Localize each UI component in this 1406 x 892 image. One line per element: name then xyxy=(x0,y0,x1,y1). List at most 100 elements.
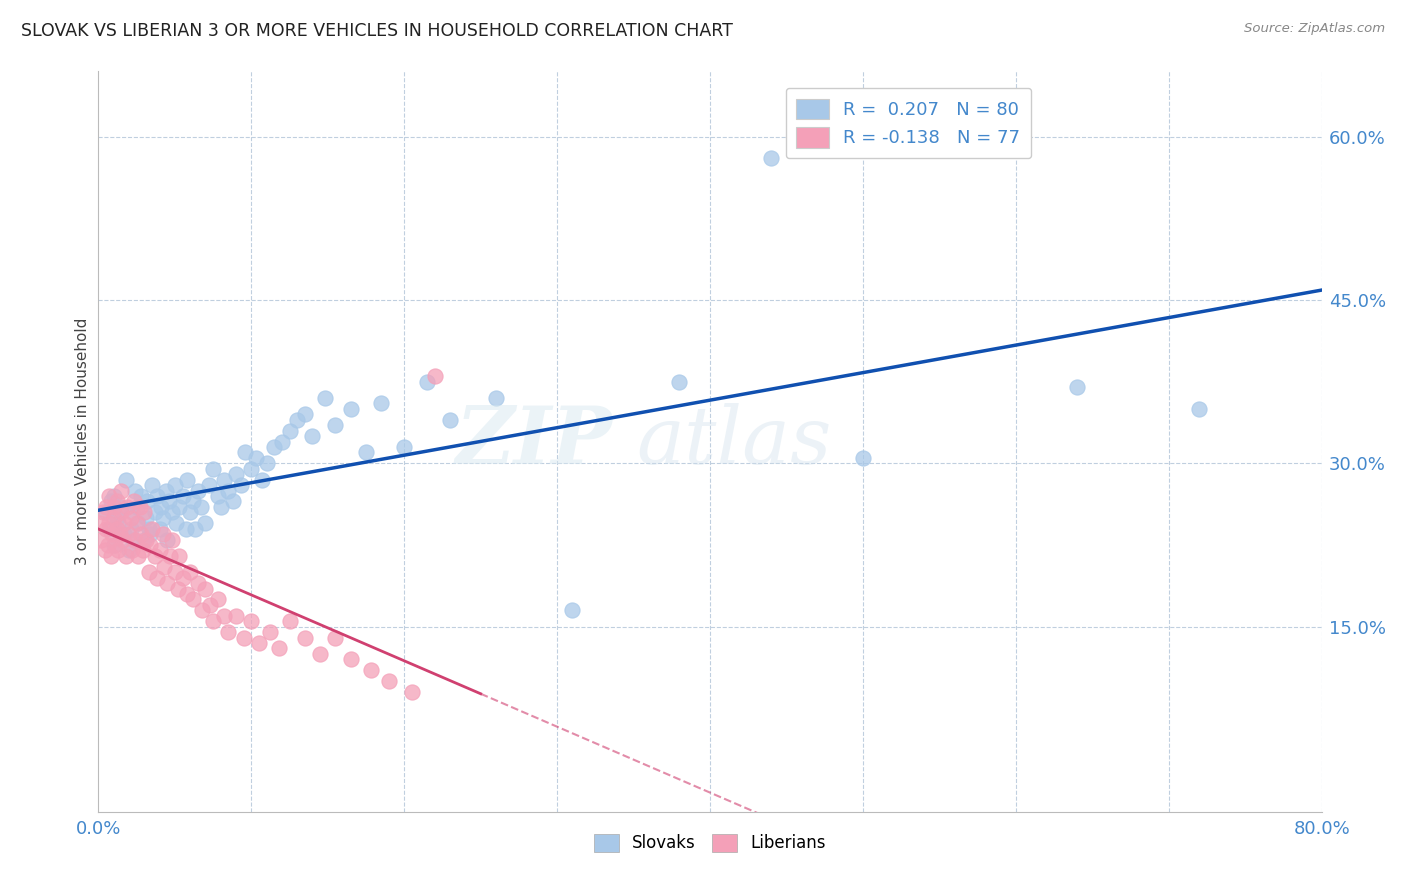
Point xyxy=(94,505,117,519)
Point xyxy=(125,516,148,531)
Point xyxy=(370,396,392,410)
Point xyxy=(423,369,446,384)
Point xyxy=(285,413,308,427)
Point xyxy=(172,489,194,503)
Point xyxy=(339,401,361,416)
Point xyxy=(98,516,121,531)
Point xyxy=(190,500,212,514)
Point xyxy=(360,663,382,677)
Point xyxy=(100,494,122,508)
Point xyxy=(125,500,148,514)
Point xyxy=(172,571,194,585)
Point xyxy=(120,510,142,524)
Point xyxy=(184,522,207,536)
Point xyxy=(217,625,239,640)
Point xyxy=(153,559,176,574)
Point xyxy=(138,522,160,536)
Text: ZIP: ZIP xyxy=(456,403,612,480)
Point xyxy=(134,505,156,519)
Point xyxy=(156,533,179,547)
Text: atlas: atlas xyxy=(637,403,832,480)
Point xyxy=(240,462,263,476)
Point xyxy=(160,505,183,519)
Point xyxy=(105,494,128,508)
Point xyxy=(212,473,235,487)
Point xyxy=(169,500,191,514)
Point xyxy=(278,614,301,628)
Point xyxy=(150,500,173,514)
Point xyxy=(94,500,117,514)
Point xyxy=(278,424,301,438)
Point xyxy=(129,489,152,503)
Point xyxy=(247,636,270,650)
Point xyxy=(1066,380,1088,394)
Point xyxy=(225,608,247,623)
Point xyxy=(135,510,157,524)
Point xyxy=(134,533,156,547)
Point xyxy=(107,543,129,558)
Point xyxy=(141,478,163,492)
Point xyxy=(104,538,127,552)
Point xyxy=(117,500,139,514)
Point xyxy=(141,522,163,536)
Point xyxy=(163,565,186,579)
Point xyxy=(314,391,336,405)
Point xyxy=(101,527,124,541)
Legend: Slovaks, Liberians: Slovaks, Liberians xyxy=(588,827,832,859)
Point xyxy=(301,429,323,443)
Point xyxy=(90,533,112,547)
Point xyxy=(217,483,239,498)
Point xyxy=(157,494,180,508)
Point xyxy=(181,592,204,607)
Point xyxy=(245,450,267,465)
Point xyxy=(212,608,235,623)
Point xyxy=(121,543,143,558)
Point xyxy=(124,483,146,498)
Point xyxy=(187,483,209,498)
Point xyxy=(198,598,221,612)
Point xyxy=(132,543,155,558)
Point xyxy=(187,576,209,591)
Point xyxy=(179,505,201,519)
Point xyxy=(668,375,690,389)
Point xyxy=(110,505,132,519)
Point xyxy=(176,587,198,601)
Point xyxy=(229,478,252,492)
Point xyxy=(127,549,149,563)
Point xyxy=(145,571,167,585)
Point xyxy=(127,516,149,531)
Point xyxy=(149,543,172,558)
Point xyxy=(138,565,160,579)
Point xyxy=(121,505,143,519)
Point xyxy=(759,152,782,166)
Point xyxy=(156,576,179,591)
Point xyxy=(115,549,138,563)
Point xyxy=(110,500,132,514)
Point xyxy=(120,522,142,536)
Point xyxy=(167,582,190,596)
Point xyxy=(112,516,135,531)
Point xyxy=(122,494,145,508)
Point xyxy=(118,543,141,558)
Point xyxy=(139,527,162,541)
Point xyxy=(107,516,129,531)
Point xyxy=(115,473,138,487)
Point xyxy=(128,500,150,514)
Point xyxy=(485,391,508,405)
Point xyxy=(93,543,115,558)
Point xyxy=(163,478,186,492)
Y-axis label: 3 or more Vehicles in Household: 3 or more Vehicles in Household xyxy=(75,318,90,566)
Point xyxy=(354,445,377,459)
Point xyxy=(97,538,120,552)
Point xyxy=(401,685,423,699)
Point xyxy=(139,538,162,552)
Point xyxy=(325,418,347,433)
Point xyxy=(135,533,157,547)
Point xyxy=(1188,401,1211,416)
Point xyxy=(181,494,204,508)
Point xyxy=(103,510,125,524)
Point xyxy=(105,522,128,536)
Point xyxy=(416,375,439,389)
Point xyxy=(98,489,121,503)
Point xyxy=(176,473,198,487)
